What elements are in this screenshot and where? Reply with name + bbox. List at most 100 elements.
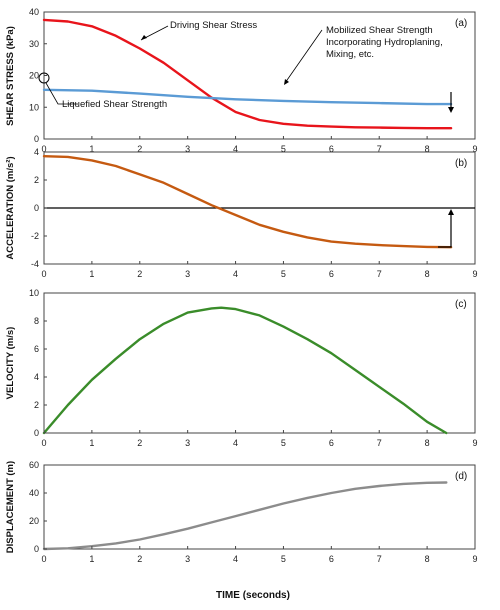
xtick-label-b-4: 4 — [233, 269, 238, 279]
series-layer-a — [42, 18, 453, 130]
plot-frame-c — [43, 292, 476, 434]
ticks-layer-b: 0 1 2 3 4 5 6 7 8 9 -4 -2 0 2 4 — [31, 147, 478, 279]
panel-label-b: (b) — [455, 158, 467, 169]
leader-mobilized — [284, 29, 323, 84]
xtick-label-d-1: 1 — [89, 554, 94, 564]
annotation-mobilized-2: Incorporating Hydroplaning, — [326, 37, 443, 48]
ticks-layer-d: 0 1 2 3 4 5 6 7 8 9 0 20 40 60 — [29, 460, 478, 564]
arrowhead-mobilized — [284, 79, 289, 85]
xtick-label-d-0: 0 — [41, 554, 46, 564]
ytick-label-c-0: 0 — [34, 428, 39, 438]
xtick-label-c-7: 7 — [377, 438, 382, 448]
annotation-mobilized-1: Mobilized Shear Strength — [326, 25, 433, 36]
xtick-label-a-2: 2 — [137, 144, 142, 154]
xtick-label-a-5: 5 — [281, 144, 286, 154]
ytick-label-d-0: 0 — [34, 544, 39, 554]
difference-arrowhead-a — [448, 107, 454, 113]
panel-label-d: (d) — [455, 471, 467, 482]
arrowhead-driving — [141, 35, 147, 40]
xtick-label-b-8: 8 — [425, 269, 430, 279]
panel-c-velocity: 0 1 2 3 4 5 6 7 8 9 0 2 4 6 8 10 VELOCITY (m/s) (c) — [5, 288, 478, 448]
ticks-layer-a: 0 1 2 3 4 5 6 7 8 9 0 10 20 30 40 — [29, 7, 478, 154]
annotation-liquefied-shear-strength: Liquefied Shear Strength — [62, 99, 167, 110]
ylabel-c: VELOCITY (m/s) — [5, 327, 16, 400]
xtick-label-c-5: 5 — [281, 438, 286, 448]
xtick-label-d-2: 2 — [137, 554, 142, 564]
xtick-label-a-9: 9 — [472, 144, 477, 154]
xtick-label-c-8: 8 — [425, 438, 430, 448]
ytick-label-a-4: 40 — [29, 7, 39, 17]
xtick-label-b-7: 7 — [377, 269, 382, 279]
xtick-label-c-3: 3 — [185, 438, 190, 448]
series-line-a-1 — [42, 88, 453, 106]
ytick-label-a-1: 10 — [29, 102, 39, 112]
xtick-label-c-6: 6 — [329, 438, 334, 448]
xtick-label-b-9: 9 — [472, 269, 477, 279]
ytick-label-b-2: 0 — [34, 203, 39, 213]
ytick-label-c-2: 4 — [34, 372, 39, 382]
ytick-label-c-5: 10 — [29, 288, 39, 298]
ticks-layer-c: 0 1 2 3 4 5 6 7 8 9 0 2 4 6 8 10 — [29, 288, 478, 448]
series-layer-d — [42, 481, 448, 551]
ylabel-b: ACCELERATION (m/s²) — [5, 156, 16, 259]
xtick-label-a-6: 6 — [329, 144, 334, 154]
ytick-label-b-3: 2 — [34, 175, 39, 185]
panel-label-a: (a) — [455, 18, 467, 29]
series-line-b-0 — [42, 154, 453, 249]
xtick-label-d-6: 6 — [329, 554, 334, 564]
xtick-label-a-7: 7 — [377, 144, 382, 154]
acceleration-arrowhead-b — [448, 209, 454, 215]
xtick-label-d-9: 9 — [472, 554, 477, 564]
xtick-label-b-3: 3 — [185, 269, 190, 279]
panel-label-c: (c) — [455, 299, 467, 310]
xtick-label-c-1: 1 — [89, 438, 94, 448]
xtick-label-a-1: 1 — [89, 144, 94, 154]
xtick-label-a-0: 0 — [41, 144, 46, 154]
xtick-label-d-5: 5 — [281, 554, 286, 564]
ytick-label-b-0: -4 — [31, 259, 39, 269]
series-line-d-0 — [42, 481, 448, 551]
ytick-label-d-2: 40 — [29, 488, 39, 498]
panel-d-displacement: 0 1 2 3 4 5 6 7 8 9 0 20 40 60 DISPLACEMENT (m) (d) — [5, 460, 478, 564]
xtick-label-b-6: 6 — [329, 269, 334, 279]
xtick-label-a-3: 3 — [185, 144, 190, 154]
liquefied-marker-circle — [38, 72, 50, 84]
xlabel-time: TIME (seconds) — [216, 590, 290, 601]
xtick-label-b-2: 2 — [137, 269, 142, 279]
xtick-label-b-0: 0 — [41, 269, 46, 279]
xtick-label-c-4: 4 — [233, 438, 238, 448]
xtick-label-d-4: 4 — [233, 554, 238, 564]
series-layer-b — [42, 154, 453, 249]
xtick-label-c-2: 2 — [137, 438, 142, 448]
ytick-label-c-4: 8 — [34, 316, 39, 326]
ytick-label-c-3: 6 — [34, 344, 39, 354]
acceleration-arrow-b — [438, 214, 452, 248]
ytick-label-c-1: 2 — [34, 400, 39, 410]
ytick-label-d-1: 20 — [29, 516, 39, 526]
xtick-label-d-7: 7 — [377, 554, 382, 564]
series-line-a-0 — [42, 18, 453, 130]
xtick-label-c-9: 9 — [472, 438, 477, 448]
xtick-label-a-4: 4 — [233, 144, 238, 154]
ytick-label-a-3: 30 — [29, 39, 39, 49]
leader-liquefied — [45, 82, 78, 105]
plot-frame-d — [43, 464, 476, 550]
ytick-label-a-2: 20 — [29, 71, 39, 81]
xtick-label-b-1: 1 — [89, 269, 94, 279]
ylabel-d: DISPLACEMENT (m) — [5, 461, 16, 553]
annotation-driving-shear-stress: Driving Shear Stress — [170, 20, 257, 31]
ytick-label-b-1: -2 — [31, 231, 39, 241]
xtick-label-d-8: 8 — [425, 554, 430, 564]
xtick-label-c-0: 0 — [41, 438, 46, 448]
annotation-mobilized-3: Mixing, etc. — [326, 49, 374, 60]
xtick-label-d-3: 3 — [185, 554, 190, 564]
panel-a-shear-stress: 0 1 2 3 4 5 6 7 8 9 0 10 20 30 40 SHEAR STRESS (kPa) (… — [5, 7, 478, 154]
ytick-label-d-3: 60 — [29, 460, 39, 470]
ylabel-a: SHEAR STRESS (kPa) — [5, 26, 16, 126]
ytick-label-a-0: 0 — [34, 134, 39, 144]
xtick-label-a-8: 8 — [425, 144, 430, 154]
series-line-c-0 — [42, 306, 448, 435]
series-layer-c — [42, 306, 448, 435]
panel-b-acceleration: 0 1 2 3 4 5 6 7 8 9 -4 -2 0 2 4 ACCELERATION (m/s²) (b… — [5, 147, 478, 279]
